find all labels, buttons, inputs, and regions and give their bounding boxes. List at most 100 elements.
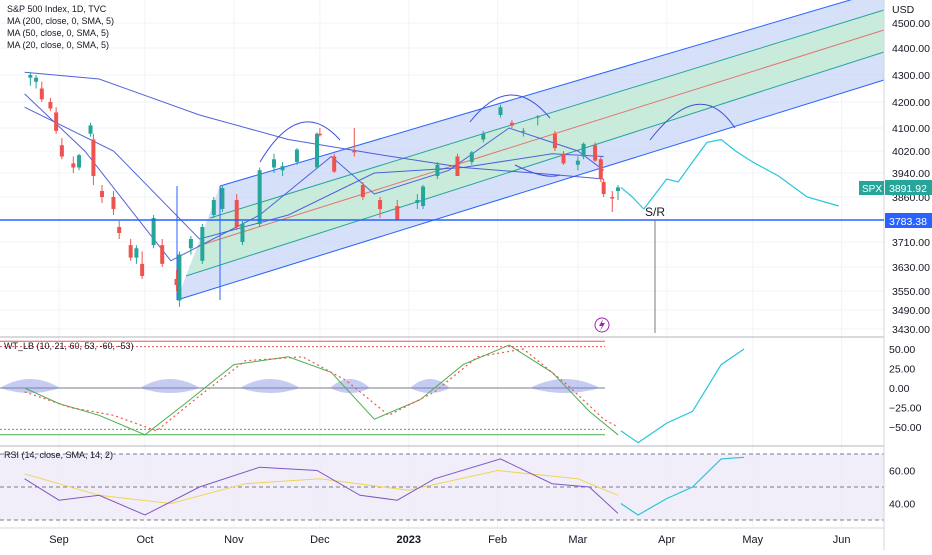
time-label: Feb (488, 534, 507, 546)
candle-body (54, 112, 59, 131)
last-price-label: 3891.92 (889, 183, 927, 195)
wt-tick-label: −50.00 (889, 422, 922, 434)
wt-histogram (240, 379, 300, 393)
price-tick-label: 4020.00 (892, 146, 930, 158)
candle-body (435, 164, 440, 176)
candle-body (59, 145, 64, 157)
ma200-legend[interactable]: MA (200, close, 0, SMA, 5) (7, 16, 114, 26)
price-tick-label: 4100.00 (892, 123, 930, 135)
candle-body (151, 218, 156, 246)
price-tick-label: 3490.00 (892, 305, 930, 317)
candle-body (509, 122, 514, 126)
time-label: Mar (568, 534, 587, 546)
candle-body (469, 152, 474, 162)
candle-body (100, 191, 104, 197)
candle-body (315, 133, 319, 168)
channel-inner-lower (185, 51, 885, 277)
candle-body (234, 200, 239, 228)
support-price-tag[interactable] (885, 213, 932, 228)
wt-tick-label: −25.00 (889, 403, 922, 415)
ma-line-2 (24, 93, 604, 262)
price-tick-label: 4300.00 (892, 70, 930, 82)
rsi-tick-label: 60.00 (889, 466, 915, 478)
candle-body (188, 239, 193, 249)
candle-body (71, 163, 76, 168)
candle-body (593, 145, 598, 161)
rsi-projection (620, 456, 745, 516)
candle-body (421, 186, 426, 207)
candle-body (575, 160, 580, 165)
cycle-arc-3 (649, 103, 736, 141)
candle-body (200, 227, 205, 261)
candle-body (455, 156, 460, 176)
candle-body (610, 197, 615, 199)
candle-body (280, 166, 285, 171)
time-label: Nov (224, 534, 244, 546)
price-tick-label: 3430.00 (892, 324, 930, 336)
sr-label: S/R (645, 205, 665, 219)
last-price-tag[interactable] (885, 180, 932, 195)
candle-body (561, 153, 566, 164)
candle-body (211, 200, 216, 216)
time-label: Oct (136, 534, 153, 546)
time-label: 2023 (396, 534, 420, 546)
candle-body (601, 182, 606, 194)
candle-body (128, 245, 133, 258)
candle-body (34, 77, 39, 82)
cycle-arc-4 (514, 164, 561, 177)
channel-midline (197, 29, 885, 247)
price-axis-unit: USD (892, 4, 915, 16)
candle-body (134, 248, 139, 258)
wt-histogram (140, 379, 200, 393)
wt-histogram (410, 379, 450, 393)
price-projection (620, 138, 839, 210)
time-label: Sep (49, 534, 69, 546)
candle-body (317, 133, 322, 136)
candle-body (498, 107, 503, 115)
chart-title: S&P 500 Index, 1D, TVC (7, 4, 107, 14)
channel-inner-fill (186, 10, 884, 276)
candle-body (39, 88, 44, 100)
candle-body (535, 116, 540, 118)
time-label: Apr (658, 534, 675, 546)
wt-tick-label: 25.00 (889, 364, 915, 376)
wt-projection (620, 348, 745, 444)
candle-body (332, 156, 337, 172)
candle-body (481, 133, 486, 140)
ma50-legend[interactable]: MA (50, close, 0, SMA, 5) (7, 28, 109, 38)
cycle-arc-2 (469, 94, 551, 123)
ma20-legend[interactable]: MA (20, close, 0, SMA, 5) (7, 40, 109, 50)
candle-body (28, 75, 33, 78)
rsi-legend[interactable]: RSI (14, close, SMA, 14, 2) (4, 450, 113, 460)
channel-upper-line (219, 0, 852, 187)
price-tick-label: 3710.00 (892, 237, 930, 249)
candle-body (111, 197, 116, 210)
candle-body (581, 143, 586, 157)
price-tick-label: 3550.00 (892, 286, 930, 298)
price-tick-label: 4500.00 (892, 18, 930, 30)
candle-body (174, 279, 179, 285)
candle-body (88, 125, 93, 134)
candle-body (415, 200, 420, 204)
candle-body (294, 149, 299, 162)
rsi-ma-line (24, 469, 619, 505)
candle-body (552, 133, 557, 149)
time-label: Dec (310, 534, 330, 546)
time-label: Jun (833, 534, 851, 546)
ma-line-1 (24, 106, 604, 240)
symbol-tag[interactable] (859, 181, 884, 195)
wt-tick-label: 0.00 (889, 383, 910, 395)
wt-tick-label: 50.00 (889, 344, 915, 356)
support-price-label: 3783.38 (889, 216, 927, 228)
price-tick-label: 4200.00 (892, 97, 930, 109)
candle-body (160, 245, 165, 264)
candle-body (521, 130, 526, 132)
wavetrend-legend[interactable]: WT_LB (10, 21, 60, 53, -60, -53) (4, 341, 134, 351)
candle-body (598, 159, 603, 179)
lightning-icon[interactable] (594, 317, 610, 333)
candle-body (616, 187, 620, 191)
cycle-arc-1 (259, 121, 341, 163)
candle-body (140, 263, 145, 276)
